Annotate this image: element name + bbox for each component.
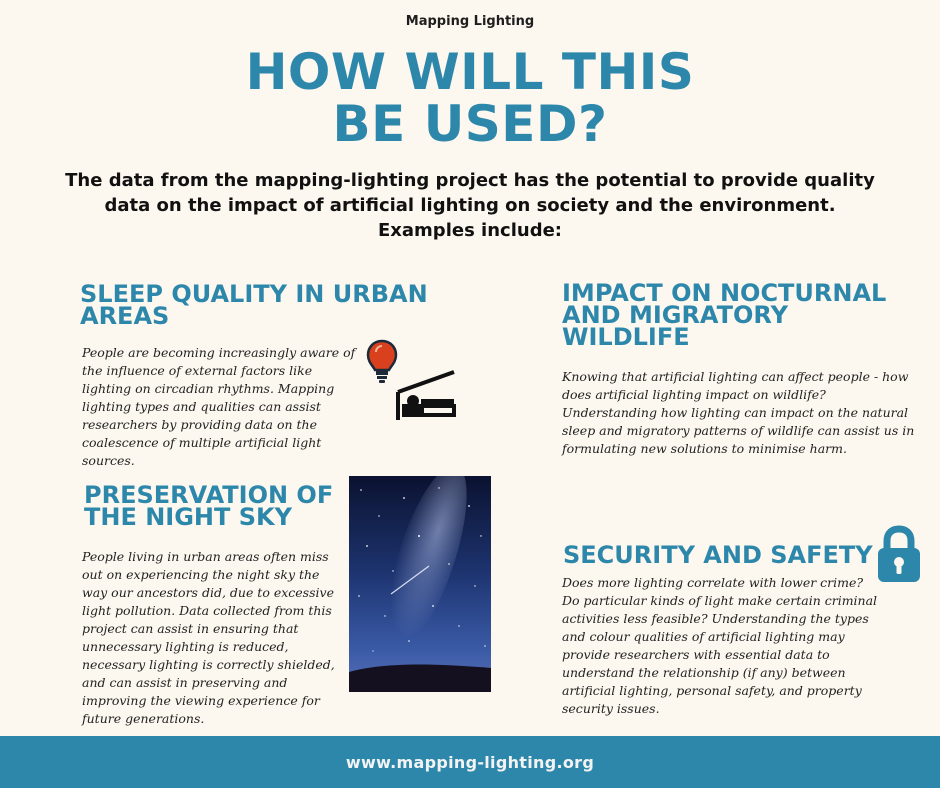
night-sky-section-title: PRESERVATION OF THE NIGHT SKY [84,481,349,531]
night-sky-section-body: People living in urban areas often miss … [82,549,335,726]
wildlife-title-line-1: IMPACT ON NOCTURNAL [562,279,887,307]
sleep-section-body: People are becoming increasingly aware o… [82,345,356,468]
footer-bar: www.mapping-lighting.org [0,736,940,788]
sleep-title-line-1: SLEEP QUALITY IN URBAN [80,280,428,308]
security-section-body: Does more lighting correlate with lower … [562,575,878,716]
wildlife-title-line-2: AND MIGRATORY [562,301,788,329]
light-bulb-icon [366,339,398,383]
sleep-section-title: SLEEP QUALITY IN URBAN AREAS [80,280,440,330]
website-link[interactable]: www.mapping-lighting.org [345,752,595,772]
night-sky-title-line-2: THE NIGHT SKY [84,503,292,531]
sleep-title-line-2: AREAS [80,302,170,330]
wildlife-section-title: IMPACT ON NOCTURNAL AND MIGRATORY WILDLI… [562,279,922,351]
bed-icon [396,370,456,420]
security-title-line-1: SECURITY AND SAFETY [563,541,873,569]
top-label: Mapping Lighting [405,14,535,29]
night-sky-title-line-1: PRESERVATION OF [84,481,334,509]
page-title: HOW WILL THIS BE USED? [0,46,940,150]
security-section-title: SECURITY AND SAFETY [563,541,883,569]
wildlife-section-body: Knowing that artificial lighting can aff… [562,369,915,456]
intro-text: The data from the mapping-lighting proje… [65,170,875,241]
wildlife-title-line-3: WILDLIFE [562,323,690,351]
night-sky-photo [349,476,491,692]
page-title-line-1: HOW WILL THIS [245,43,695,101]
page-title-line-2: BE USED? [332,95,608,153]
padlock-icon [878,525,920,582]
